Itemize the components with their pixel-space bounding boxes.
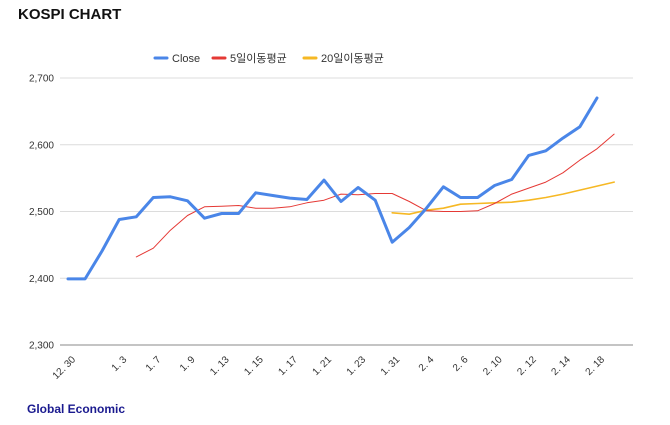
x-axis: 12. 30 1. 3 1. 7 1. 9 1. 13 1. 15 1. 17 1. 21 1.… <box>51 354 608 382</box>
x-tick-label: 1. 9 <box>178 354 198 374</box>
chart-series <box>66 96 615 281</box>
legend-label: 5일이동평균 <box>230 51 287 65</box>
x-tick-label: 2. 14 <box>549 354 573 378</box>
series-line-1 <box>135 133 615 258</box>
y-tick-label: 2,600 <box>29 140 54 151</box>
x-tick-label: 1. 7 <box>144 354 164 374</box>
x-tick-label: 1. 21 <box>311 354 335 378</box>
x-tick-label: 2. 4 <box>417 354 437 374</box>
footer-brand: Global Economic <box>27 402 126 416</box>
series-line-0 <box>66 96 599 281</box>
legend-label: 20일이동평균 <box>321 51 384 65</box>
x-tick-label: 1. 13 <box>208 354 232 378</box>
y-axis: 2,300 2,400 2,500 2,600 2,700 <box>29 74 54 352</box>
chart-gridlines <box>60 77 633 346</box>
y-tick-label: 2,400 <box>29 274 54 285</box>
x-tick-label: 2. 6 <box>451 354 471 374</box>
y-tick-label: 2,500 <box>29 207 54 218</box>
y-tick-label: 2,300 <box>29 341 54 352</box>
x-tick-label: 12. 30 <box>51 354 79 382</box>
chart-title: KOSPI CHART <box>18 6 122 23</box>
x-tick-label: 2. 12 <box>515 354 539 378</box>
x-tick-label: 1. 15 <box>242 354 266 378</box>
y-tick-label: 2,700 <box>29 74 54 85</box>
chart-legend: Close 5일이동평균 20일이동평균 <box>153 51 384 65</box>
x-tick-label: 2. 18 <box>584 354 608 378</box>
x-tick-label: 1. 3 <box>110 354 130 374</box>
x-tick-label: 1. 17 <box>276 354 300 378</box>
legend-label: Close <box>172 53 200 65</box>
x-tick-label: 1. 31 <box>379 354 403 378</box>
x-tick-label: 1. 23 <box>345 354 369 378</box>
series-line-2 <box>391 181 615 215</box>
x-tick-label: 2. 10 <box>481 354 505 378</box>
